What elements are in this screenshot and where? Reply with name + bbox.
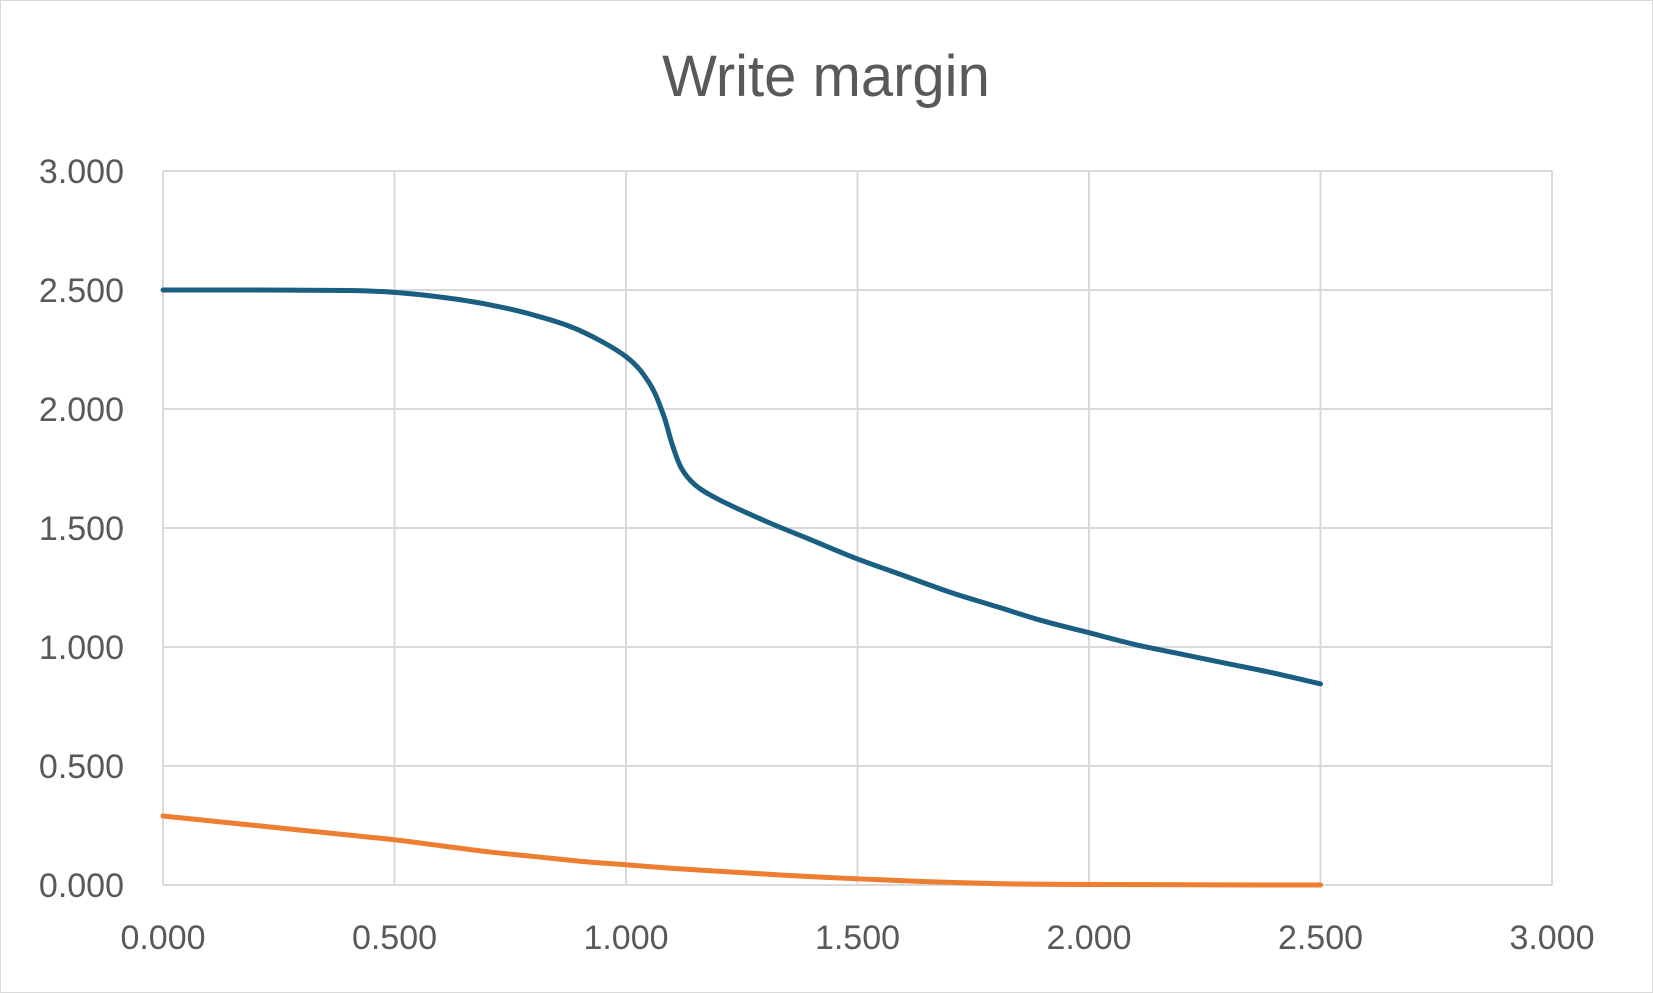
x-tick-label: 2.500 xyxy=(1278,919,1363,957)
x-tick-label: 2.000 xyxy=(1046,919,1131,957)
y-tick-label: 3.000 xyxy=(39,153,124,191)
chart-title: Write margin xyxy=(662,44,990,109)
grid-lines xyxy=(162,170,1553,886)
y-tick-label: 1.000 xyxy=(39,629,124,667)
x-axis-ticks: 0.000 0.500 1.000 1.500 2.000 2.500 3.000 xyxy=(120,919,1594,957)
x-tick-label: 1.500 xyxy=(815,919,900,957)
y-tick-label: 0.000 xyxy=(39,867,124,905)
y-axis-ticks: 0.000 0.500 1.000 1.500 2.000 2.500 3.000 xyxy=(39,153,124,905)
y-tick-label: 1.500 xyxy=(39,510,124,548)
series-line-2 xyxy=(160,813,1323,888)
x-tick-label: 0.500 xyxy=(352,919,437,957)
x-tick-label: 3.000 xyxy=(1509,919,1594,957)
series-layer xyxy=(160,287,1323,888)
x-tick-label: 0.000 xyxy=(120,919,205,957)
y-tick-label: 2.000 xyxy=(39,391,124,429)
series-line-1 xyxy=(160,287,1323,687)
x-tick-label: 1.000 xyxy=(583,919,668,957)
y-tick-label: 0.500 xyxy=(39,748,124,786)
y-tick-label: 2.500 xyxy=(39,272,124,310)
